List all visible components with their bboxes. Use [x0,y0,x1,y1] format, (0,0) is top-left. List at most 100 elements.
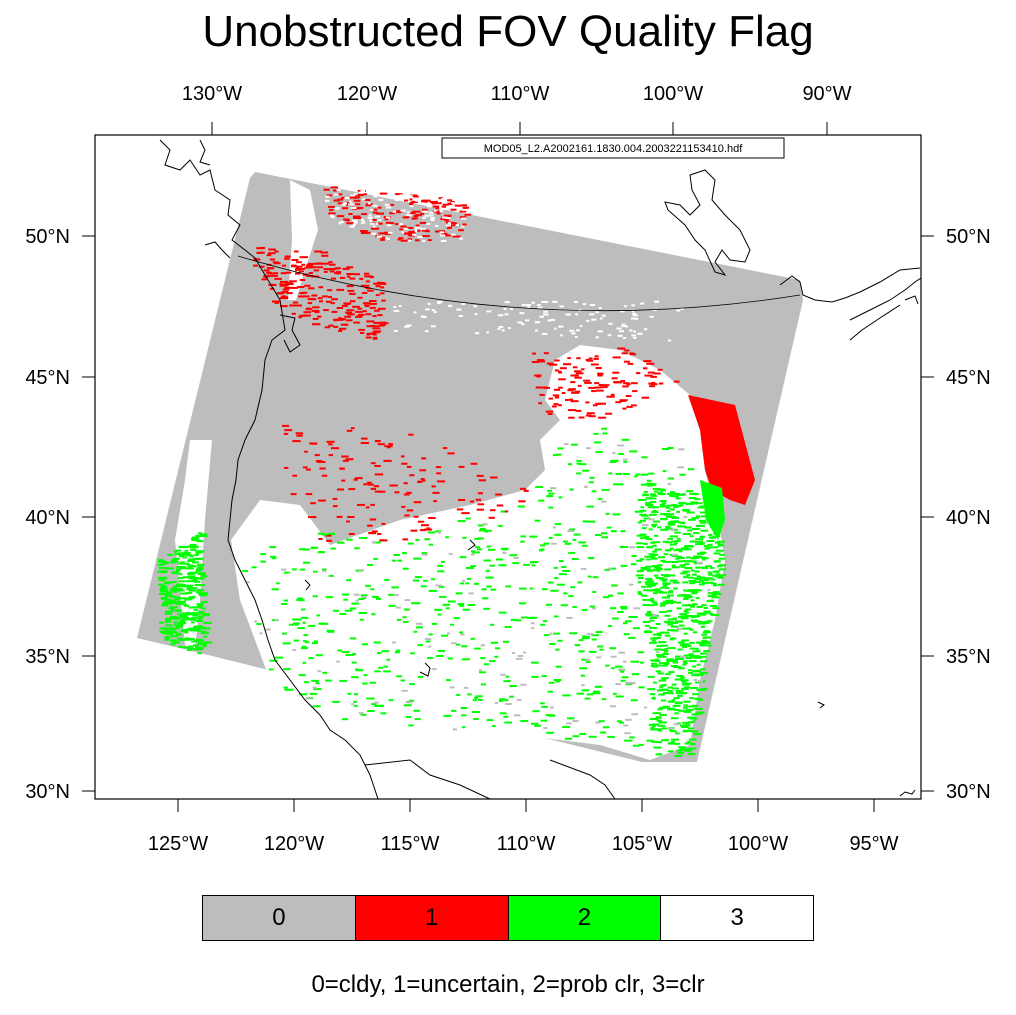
speckle [585,661,591,664]
speckle [184,638,192,641]
speckle [360,284,370,287]
speckle [163,601,169,604]
speckle [377,443,385,446]
speckle [538,402,543,405]
speckle [688,497,695,499]
speckle [328,324,334,327]
speckle [540,544,546,547]
speckle [371,232,376,235]
speckle [665,541,673,544]
speckle [326,539,333,542]
speckle [186,588,192,591]
speckle [449,221,456,224]
speckle [341,203,346,206]
speckle [180,546,189,548]
speckle [438,197,443,200]
speckle [667,689,673,692]
speckle [200,575,208,578]
speckle [687,654,694,657]
speckle [332,609,340,612]
speckle [411,602,418,605]
speckle [191,612,198,615]
speckle [707,595,716,598]
speckle [637,332,643,335]
speckle [458,499,466,501]
speckle [621,352,628,355]
speckle [624,349,630,352]
speckle [694,647,699,650]
speckle [636,559,643,562]
top-tick-label: 100°W [643,83,703,105]
speckle [656,653,665,656]
speckle [173,590,177,593]
speckle [547,489,552,492]
speckle [264,628,271,631]
speckle [474,546,481,549]
speckle [552,405,557,408]
speckle [700,515,708,518]
speckle [651,740,658,743]
speckle [179,622,187,625]
speckle [643,589,651,592]
speckle [433,202,442,205]
speckle [284,257,290,260]
speckle [339,327,347,330]
speckle [270,555,276,558]
speckle [401,505,406,508]
speckle [450,200,455,203]
file-label: MOD05_L2.A2002161.1830.004.2003221153410… [484,143,743,155]
speckle [197,573,206,575]
speckle [623,382,630,385]
speckle [554,327,557,330]
speckle [652,510,657,512]
speckle [680,572,687,575]
speckle [466,578,472,580]
speckle [336,271,342,274]
speckle [176,568,182,571]
speckle [681,688,689,690]
speckle [376,235,382,238]
speckle [543,620,548,623]
speckle [653,603,658,606]
speckle [459,237,463,240]
speckle [617,592,624,595]
speckle [372,219,380,221]
speckle [477,548,483,551]
speckle [665,526,671,528]
speckle [295,268,301,271]
speckle [274,619,279,622]
speckle [180,592,188,595]
speckle [398,223,404,226]
speckle [341,304,348,307]
speckle [581,684,585,687]
speckle [670,625,679,628]
speckle [640,473,649,476]
speckle [346,579,351,582]
speckle [465,517,471,520]
speckle [367,289,374,292]
speckle [374,215,381,218]
speckle [190,621,195,624]
speckle [554,523,562,526]
speckle [446,227,452,230]
speckle [683,704,689,707]
speckle [610,667,615,670]
speckle [632,314,638,317]
speckle [715,575,724,578]
uncertain-region-east [688,395,755,505]
speckle [169,627,175,630]
speckle [413,557,422,560]
speckle [372,204,378,207]
speckle [377,307,386,310]
speckle [282,264,287,267]
speckle [701,641,706,643]
speckle [586,693,594,696]
speckle [282,632,287,635]
speckle [410,194,418,197]
speckle [695,566,704,569]
speckle [339,221,344,224]
speckle [420,227,426,230]
speckle [366,302,371,305]
speckle [661,502,667,505]
speckle [672,661,679,664]
